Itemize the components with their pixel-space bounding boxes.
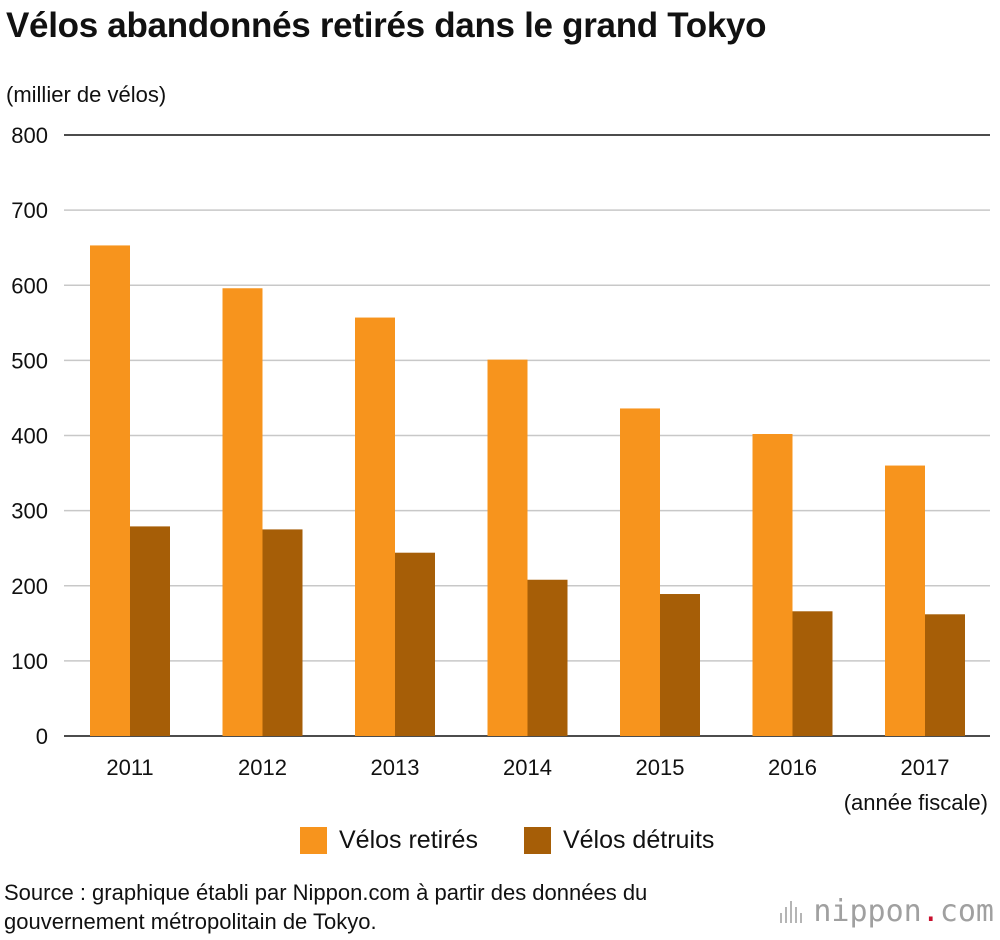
chart-title: Vélos abandonnés retirés dans le grand T… — [6, 6, 767, 45]
y-tick-label: 200 — [11, 574, 48, 599]
x-tick-label: 2012 — [238, 755, 287, 780]
bar-retires-2013 — [355, 317, 395, 736]
legend-item-detruits: Vélos détruits — [523, 826, 715, 855]
bar-retires-2016 — [752, 433, 793, 736]
y-tick-label: 800 — [11, 123, 48, 148]
bar-retires-2017 — [885, 465, 925, 736]
source-note: Source : graphique établi par Nippon.com… — [4, 880, 648, 934]
x-axis-label: (année fiscale) — [844, 790, 988, 815]
y-tick-label: 0 — [36, 724, 48, 749]
x-tick-label: 2013 — [371, 755, 420, 780]
bar-detruits-2012 — [262, 529, 303, 736]
legend-item-retires: Vélos retirés — [300, 826, 478, 855]
bars — [90, 245, 965, 736]
legend-label-retires: Vélos retirés — [339, 826, 478, 854]
y-tick-label: 300 — [11, 499, 48, 524]
bar-retires-2015 — [620, 408, 660, 736]
brand-name: nippon — [813, 894, 922, 929]
legend-swatch-retires — [300, 827, 327, 854]
bar-detruits-2011 — [130, 526, 170, 736]
brand-bars-icon — [780, 900, 805, 923]
legend-label-detruits: Vélos détruits — [562, 826, 715, 854]
bar-detruits-2013 — [395, 552, 435, 736]
bar-detruits-2015 — [660, 594, 700, 736]
bar-retires-2014 — [487, 359, 528, 736]
x-tick-label: 2017 — [901, 755, 950, 780]
bar-retires-2012 — [222, 288, 263, 736]
bar-detruits-2016 — [792, 611, 833, 736]
bar-detruits-2014 — [527, 579, 568, 736]
y-tick-label: 700 — [11, 198, 48, 223]
brand-dot: . — [921, 894, 940, 929]
legend-swatch-detruits — [523, 827, 551, 854]
x-tick-label: 2011 — [106, 755, 153, 780]
y-tick-label: 500 — [11, 348, 48, 373]
y-tick-labels: 0 100 200 300 400 500 600 700 800 — [11, 123, 48, 749]
y-tick-label: 600 — [11, 273, 48, 298]
y-axis-unit-label: (millier de vélos) — [6, 82, 167, 107]
y-tick-label: 400 — [11, 424, 48, 449]
brand-tld: com — [939, 894, 994, 929]
bar-retires-2011 — [90, 245, 130, 736]
y-tick-label: 100 — [11, 649, 48, 674]
legend: Vélos retirés Vélos détruits — [300, 826, 760, 855]
bar-detruits-2017 — [925, 614, 965, 736]
x-tick-label: 2016 — [768, 755, 817, 780]
brand-logo: nippon. com — [780, 894, 994, 929]
x-tick-labels: 2011 2012 2013 2014 2015 2016 2017 — [106, 755, 949, 780]
x-tick-label: 2015 — [636, 755, 685, 780]
x-tick-label: 2014 — [503, 755, 552, 780]
